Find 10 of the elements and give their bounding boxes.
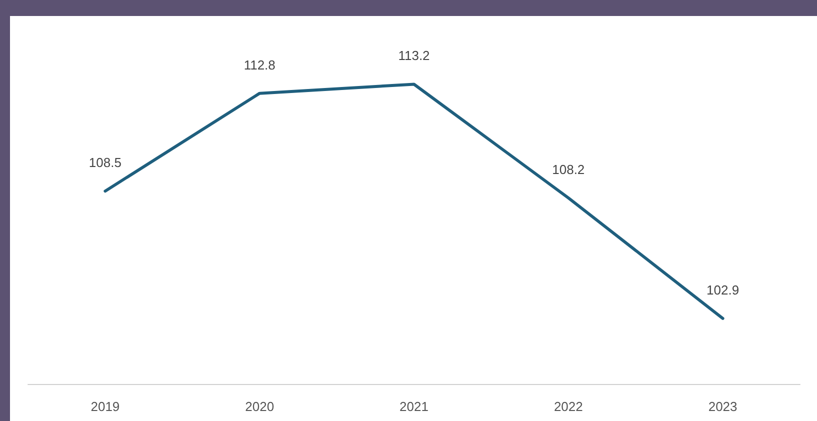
data-label: 102.9 <box>706 282 740 298</box>
data-label: 112.8 <box>244 57 276 72</box>
x-tick-label: 2020 <box>245 399 274 414</box>
data-label: 108.2 <box>552 162 585 177</box>
x-tick-label: 2023 <box>708 399 738 414</box>
x-tick-label: 2022 <box>554 399 583 414</box>
x-tick-label: 2019 <box>90 399 120 414</box>
data-label: 108.5 <box>88 155 122 170</box>
x-tick-label: 2021 <box>400 399 428 414</box>
data-label: 113.2 <box>398 48 430 64</box>
